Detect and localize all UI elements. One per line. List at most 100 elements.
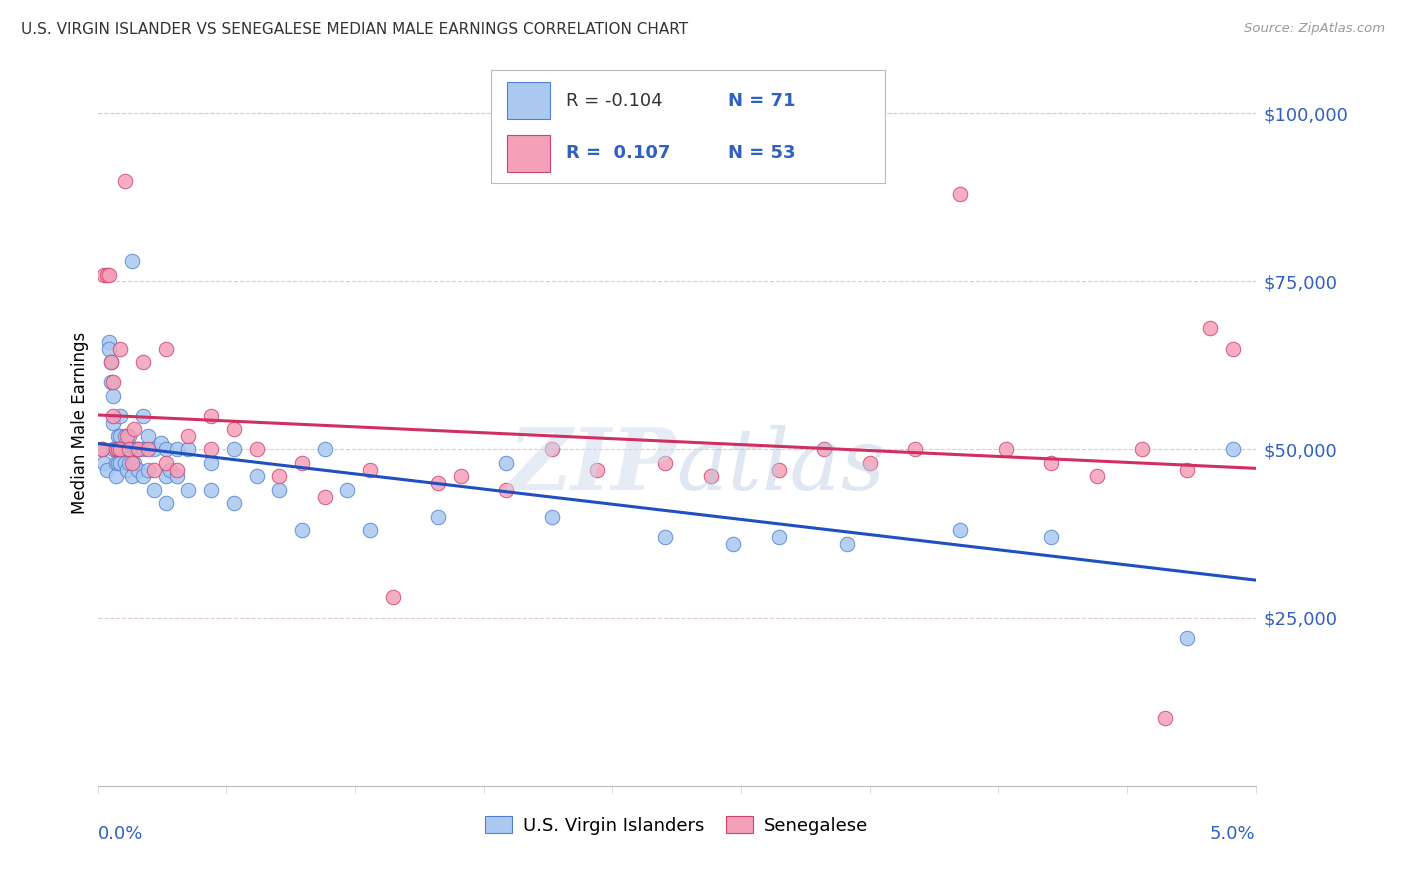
Text: 0.0%: 0.0%: [97, 825, 143, 844]
Point: [132, 469, 155, 483]
Point: [1085, 469, 1108, 483]
Point: [200, 456, 222, 470]
Point: [314, 442, 336, 457]
Point: [97, 342, 120, 356]
Point: [114, 429, 136, 443]
Point: [122, 422, 145, 436]
Point: [125, 442, 148, 457]
Text: 5.0%: 5.0%: [1211, 825, 1256, 844]
Point: [110, 456, 132, 470]
Point: [132, 355, 155, 369]
Point: [155, 342, 177, 356]
Point: [107, 442, 129, 457]
Point: [100, 355, 122, 369]
Point: [155, 456, 177, 470]
Point: [114, 456, 136, 470]
Point: [1177, 462, 1199, 476]
Point: [103, 409, 125, 423]
Point: [835, 536, 858, 550]
Text: Source: ZipAtlas.com: Source: ZipAtlas.com: [1244, 22, 1385, 36]
Point: [586, 462, 609, 476]
Point: [291, 456, 314, 470]
Point: [336, 483, 359, 497]
Point: [949, 523, 972, 537]
Point: [768, 530, 790, 544]
Point: [103, 376, 125, 390]
Point: [118, 442, 141, 457]
Point: [904, 442, 927, 457]
Point: [166, 469, 188, 483]
Point: [93, 456, 115, 470]
Point: [1040, 456, 1063, 470]
Point: [177, 442, 200, 457]
Point: [155, 469, 177, 483]
Point: [1199, 321, 1222, 335]
Point: [159, 462, 181, 476]
Point: [222, 496, 245, 510]
Point: [97, 334, 120, 349]
Point: [813, 442, 835, 457]
Point: [132, 409, 155, 423]
Point: [100, 355, 122, 369]
Point: [110, 442, 132, 457]
Point: [115, 462, 138, 476]
Point: [427, 476, 450, 491]
Point: [994, 442, 1017, 457]
Point: [96, 268, 118, 282]
Point: [110, 429, 132, 443]
Point: [699, 469, 721, 483]
Point: [427, 509, 450, 524]
Point: [122, 456, 145, 470]
Point: [132, 442, 155, 457]
Point: [540, 442, 562, 457]
Point: [121, 469, 143, 483]
Point: [110, 442, 132, 457]
Point: [200, 409, 222, 423]
Point: [136, 462, 159, 476]
Point: [381, 591, 404, 605]
Point: [104, 456, 127, 470]
Point: [136, 442, 159, 457]
Point: [495, 483, 517, 497]
Point: [111, 442, 134, 457]
Point: [104, 442, 127, 457]
Point: [103, 389, 125, 403]
Point: [136, 429, 159, 443]
Point: [723, 536, 745, 550]
Point: [114, 173, 136, 187]
Point: [115, 442, 138, 457]
Point: [107, 429, 129, 443]
Point: [200, 483, 222, 497]
Point: [1177, 631, 1199, 645]
Point: [177, 429, 200, 443]
Point: [222, 442, 245, 457]
Point: [1040, 530, 1063, 544]
Point: [91, 442, 114, 457]
Point: [245, 442, 267, 457]
Point: [540, 509, 562, 524]
Point: [121, 254, 143, 268]
Point: [118, 429, 141, 443]
Point: [155, 442, 177, 457]
Point: [1153, 711, 1175, 725]
Point: [269, 483, 291, 497]
Point: [1130, 442, 1153, 457]
Point: [291, 523, 314, 537]
Point: [100, 376, 122, 390]
Point: [450, 469, 472, 483]
Point: [495, 456, 517, 470]
Point: [222, 422, 245, 436]
Text: ZIP: ZIP: [509, 425, 676, 508]
Point: [115, 429, 138, 443]
Point: [114, 442, 136, 457]
Point: [1222, 442, 1244, 457]
Y-axis label: Median Male Earnings: Median Male Earnings: [72, 332, 89, 514]
Point: [118, 456, 141, 470]
Point: [127, 462, 149, 476]
Point: [143, 462, 166, 476]
Point: [97, 268, 120, 282]
Point: [949, 187, 972, 202]
Point: [104, 442, 127, 457]
Point: [177, 483, 200, 497]
Point: [122, 442, 145, 457]
